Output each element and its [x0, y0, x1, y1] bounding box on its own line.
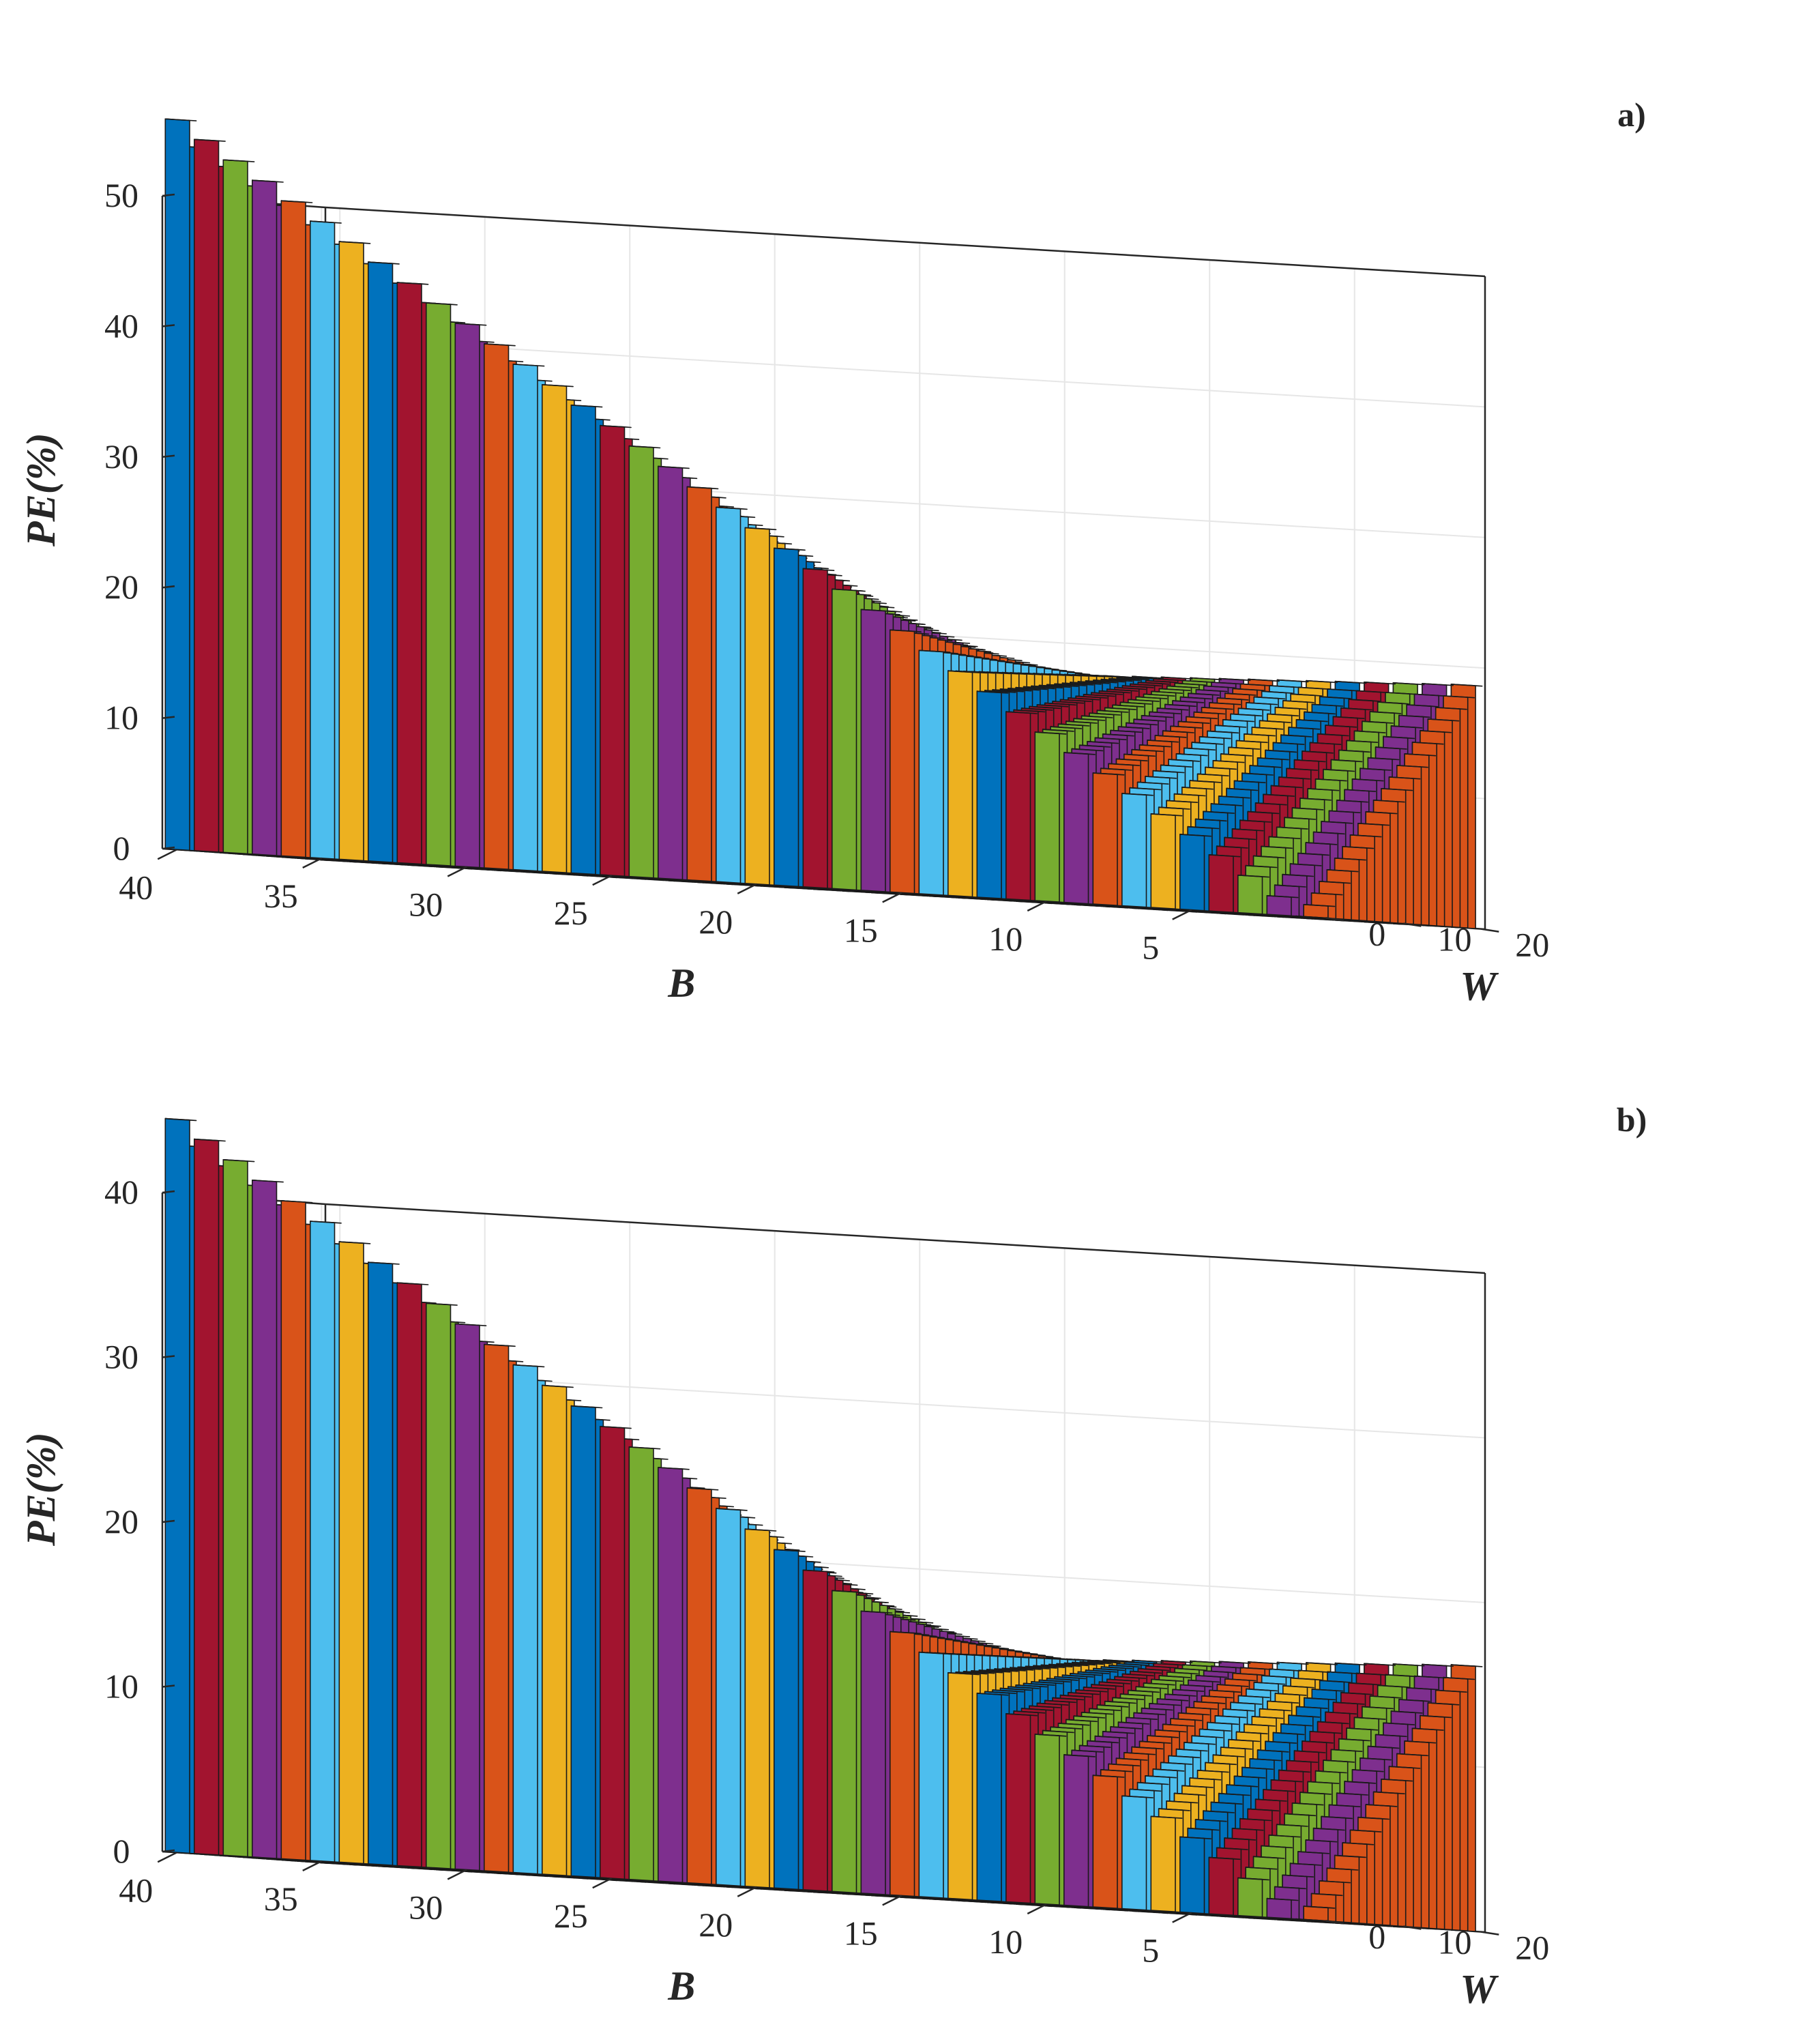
panel-label: b): [1617, 1100, 1647, 1139]
panel-label: a): [1617, 96, 1646, 134]
grid-line: [325, 337, 1486, 408]
x-tick-label: 20: [699, 903, 733, 941]
x-axis-title: B: [667, 1963, 695, 2009]
z-tick-label: 20: [104, 1502, 138, 1541]
z-tick-label: 40: [104, 306, 138, 345]
y-tick: [1481, 928, 1499, 933]
z-axis: 0 10 20 30 40 50: [104, 176, 175, 867]
x-tick-label: 40: [119, 1871, 153, 1909]
y-tick-label: 10: [1438, 920, 1472, 959]
z-tick-label: 40: [104, 1173, 138, 1211]
x-tick-label: 5: [1142, 929, 1159, 967]
z-axis-title: PE(%): [18, 1432, 63, 1547]
x-tick: [157, 849, 177, 860]
y-tick-label: 0: [1368, 1917, 1385, 1955]
panel-b: 0 10 20 30 40 40 35 30 25 20 15 10 5 0 10 20 PE(%) B Wb): [18, 1100, 1647, 2011]
y-axis-title: W: [1460, 1966, 1499, 2011]
x-axis-title: B: [667, 961, 695, 1006]
x-tick-label: 10: [988, 920, 1023, 958]
z-tick-label: 0: [113, 829, 130, 867]
x-tick-label: 30: [409, 1888, 443, 1927]
axis-line: [325, 206, 1486, 278]
x-tick-label: 35: [264, 1880, 298, 1918]
z-tick-label: 30: [104, 437, 138, 476]
axis-line: [325, 1203, 1486, 1274]
y-axis-title: W: [1460, 963, 1499, 1008]
z-axis-title: PE(%): [18, 433, 63, 547]
x-tick-label: 35: [264, 877, 298, 915]
y-tick-label: 20: [1515, 926, 1549, 964]
z-tick-label: 10: [104, 1667, 138, 1706]
x-tick-label: 10: [988, 1923, 1023, 1961]
x-tick-label: 15: [844, 1914, 878, 1952]
x-tick: [157, 1852, 177, 1863]
z-tick-label: 20: [104, 568, 138, 606]
y-tick: [1481, 1931, 1499, 1936]
bars: [164, 118, 1483, 929]
z-axis: 0 10 20 30 40: [104, 1173, 175, 1870]
bars: [164, 1118, 1483, 1932]
z-tick-label: 50: [104, 176, 138, 214]
z-tick-label: 10: [104, 699, 138, 737]
x-tick-label: 5: [1142, 1931, 1159, 1970]
x-tick-label: 25: [554, 1897, 588, 1935]
x-tick-label: 40: [119, 868, 153, 906]
x-tick-label: 15: [844, 911, 878, 949]
x-tick-label: 20: [699, 1906, 733, 1944]
y-tick-label: 10: [1438, 1923, 1472, 1961]
y-tick-label: 20: [1515, 1929, 1549, 1967]
y-tick-label: 0: [1368, 914, 1385, 952]
z-tick-label: 0: [113, 1832, 130, 1870]
z-tick-label: 30: [104, 1338, 138, 1376]
x-tick-label: 30: [409, 886, 443, 924]
x-tick-label: 25: [554, 894, 588, 932]
